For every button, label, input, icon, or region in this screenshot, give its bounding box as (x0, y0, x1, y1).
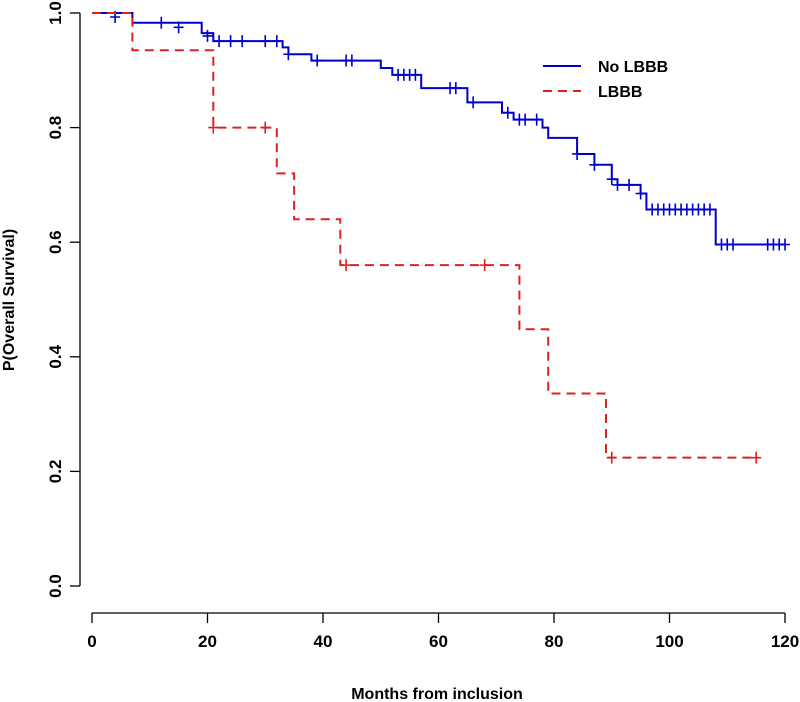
y-tick-label: 1.0 (46, 1, 65, 25)
survival-curve-line (92, 12, 757, 459)
censor-mark (225, 35, 236, 48)
series-layer (92, 11, 790, 464)
censor-mark (208, 121, 219, 134)
x-tick-label: 40 (314, 632, 333, 651)
y-axis: 0.0 0.2 0.4 0.6 0.8 1.0 (46, 1, 81, 598)
censor-mark (728, 238, 739, 251)
y-tick-label: 0.6 (46, 230, 65, 254)
censor-mark (312, 54, 323, 67)
censor-mark (283, 48, 294, 61)
censor-mark (531, 113, 542, 126)
censor-mark (589, 158, 600, 171)
censor-mark (156, 16, 167, 29)
censor-mark (346, 54, 357, 67)
censor-mark (635, 187, 646, 200)
y-axis-title: P(Overall Survival) (1, 229, 18, 371)
censor-mark (214, 35, 225, 48)
censor-mark (520, 113, 531, 126)
censor-mark (624, 178, 635, 191)
censor-mark (572, 147, 583, 160)
censor-mark (202, 29, 213, 42)
x-tick-label: 100 (655, 632, 683, 651)
y-tick-label: 0.2 (46, 460, 65, 484)
censor-mark (237, 35, 248, 48)
y-tick-label: 0.8 (46, 116, 65, 140)
x-axis: 0 20 40 60 80 100 120 (87, 612, 799, 651)
legend: No LBBB LBBB (543, 59, 668, 101)
censor-mark (271, 35, 282, 48)
censor-mark (341, 259, 352, 272)
censor-mark (751, 451, 762, 464)
legend-label: No LBBB (598, 59, 668, 76)
x-tick-label: 20 (198, 632, 217, 651)
censor-mark (606, 173, 617, 186)
censor-mark (450, 82, 461, 95)
x-axis-title: Months from inclusion (351, 686, 523, 702)
y-tick-label: 0.4 (46, 344, 65, 368)
censor-mark (410, 68, 421, 81)
censor-mark (502, 106, 513, 119)
censor-mark (704, 203, 715, 216)
censor-mark (260, 121, 271, 134)
series-no-lbbb (92, 11, 790, 251)
censor-mark (260, 35, 271, 48)
x-tick-label: 60 (429, 632, 448, 651)
censor-mark (479, 259, 490, 272)
censor-mark (612, 178, 623, 191)
censor-mark (780, 238, 790, 251)
x-tick-label: 80 (545, 632, 564, 651)
series-lbbb (92, 12, 762, 464)
censor-mark (173, 21, 184, 34)
x-tick-label: 0 (87, 632, 96, 651)
censor-mark (468, 96, 479, 109)
censor-mark (606, 451, 617, 464)
y-tick-label: 0.0 (46, 574, 65, 598)
legend-label: LBBB (598, 84, 642, 101)
x-tick-label: 120 (771, 632, 799, 651)
